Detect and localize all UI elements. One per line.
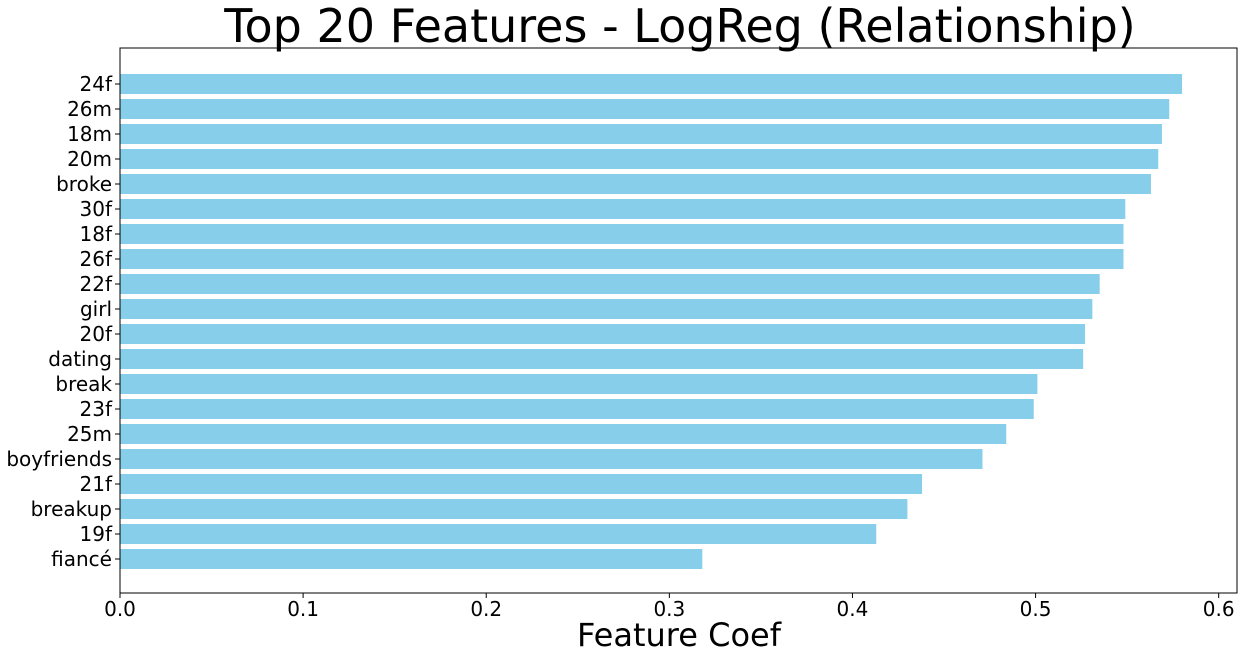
y-tick-label-6: 18f — [80, 222, 113, 246]
bar-3 — [120, 149, 1159, 169]
x-tick-label-5: 0.5 — [1020, 597, 1052, 621]
bar-15 — [120, 449, 983, 469]
bar-12 — [120, 374, 1038, 394]
plot-frame — [119, 47, 1238, 594]
bar-13 — [120, 399, 1034, 419]
y-tick-label-14: 25m — [67, 422, 112, 446]
x-tick-label-0: 0.0 — [104, 597, 136, 621]
y-tick-label-19: fiancé — [51, 547, 112, 571]
bar-6 — [120, 224, 1124, 244]
bar-1 — [120, 99, 1170, 119]
bar-4 — [120, 174, 1151, 194]
bar-14 — [120, 424, 1007, 444]
y-tick-label-16: 21f — [80, 472, 113, 496]
bar-2 — [120, 124, 1162, 144]
y-tick-label-11: dating — [48, 347, 112, 371]
bar-8 — [120, 274, 1100, 294]
y-tick-label-13: 23f — [80, 397, 113, 421]
y-tick-label-12: break — [55, 372, 112, 396]
bar-11 — [120, 349, 1084, 369]
y-tick-label-2: 18m — [67, 122, 112, 146]
bar-16 — [120, 474, 923, 494]
bar-17 — [120, 499, 908, 519]
y-tick-label-10: 20f — [80, 322, 113, 346]
bar-0 — [120, 74, 1183, 94]
y-tick-label-7: 26f — [80, 247, 113, 271]
chart-title: Top 20 Features - LogReg (Relationship) — [223, 0, 1136, 53]
y-tick-label-15: boyfriends — [6, 447, 112, 471]
y-tick-label-18: 19f — [80, 522, 113, 546]
x-tick-label-3: 0.3 — [653, 597, 685, 621]
y-tick-label-8: 22f — [80, 272, 113, 296]
bar-7 — [120, 249, 1124, 269]
bar-10 — [120, 324, 1086, 344]
y-tick-label-9: girl — [80, 297, 112, 321]
bar-18 — [120, 524, 877, 544]
plot-area: 24f26m18m20mbroke30f18f26f22fgirl20fdati… — [6, 47, 1238, 621]
y-tick-label-4: broke — [56, 172, 112, 196]
y-tick-label-1: 26m — [67, 97, 112, 121]
bar-5 — [120, 199, 1126, 219]
x-tick-label-4: 0.4 — [837, 597, 869, 621]
x-axis-label: Feature Coef — [577, 616, 782, 654]
bar-19 — [120, 549, 703, 569]
x-tick-label-2: 0.2 — [470, 597, 502, 621]
bar-9 — [120, 299, 1093, 319]
y-tick-label-5: 30f — [80, 197, 113, 221]
x-tick-label-1: 0.1 — [287, 597, 319, 621]
y-tick-label-3: 20m — [67, 147, 112, 171]
x-tick-label-6: 0.6 — [1203, 597, 1235, 621]
y-tick-label-0: 24f — [80, 72, 113, 96]
y-tick-label-17: breakup — [31, 497, 112, 521]
